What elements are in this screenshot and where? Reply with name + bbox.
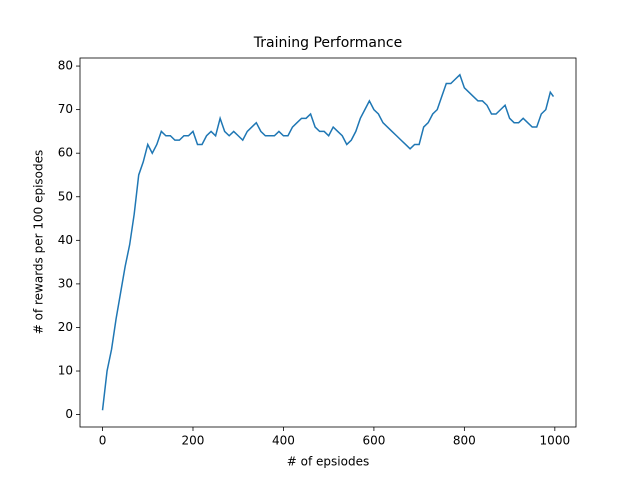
x-axis-label: # of epsiodes	[287, 455, 369, 469]
y-axis-label: # of rewards per 100 episodes	[32, 150, 46, 335]
plot-frame	[79, 57, 577, 428]
y-tick-label: 80	[58, 59, 73, 73]
y-tick-label: 30	[58, 276, 73, 290]
y-tick-label: 0	[65, 407, 73, 421]
x-tick-label: 600	[362, 434, 385, 448]
data-line	[101, 73, 555, 411]
x-tick-label: 200	[182, 434, 205, 448]
y-tick-label: 60	[58, 146, 73, 160]
y-tick-label: 50	[58, 189, 73, 203]
x-tick-label: 1000	[540, 434, 571, 448]
y-tick-label: 10	[58, 364, 73, 378]
y-tick-label: 20	[58, 320, 73, 334]
x-tick-label: 400	[272, 434, 295, 448]
y-tick-label: 40	[58, 233, 73, 247]
y-tick-label: 70	[58, 102, 73, 116]
x-tick-label: 800	[453, 434, 476, 448]
chart-title: Training Performance	[253, 35, 402, 51]
x-tick-label: 0	[99, 434, 107, 448]
